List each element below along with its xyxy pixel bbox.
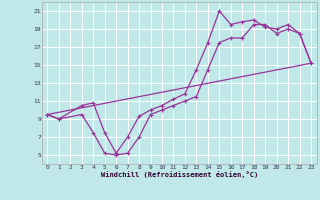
X-axis label: Windchill (Refroidissement éolien,°C): Windchill (Refroidissement éolien,°C) <box>100 171 258 178</box>
